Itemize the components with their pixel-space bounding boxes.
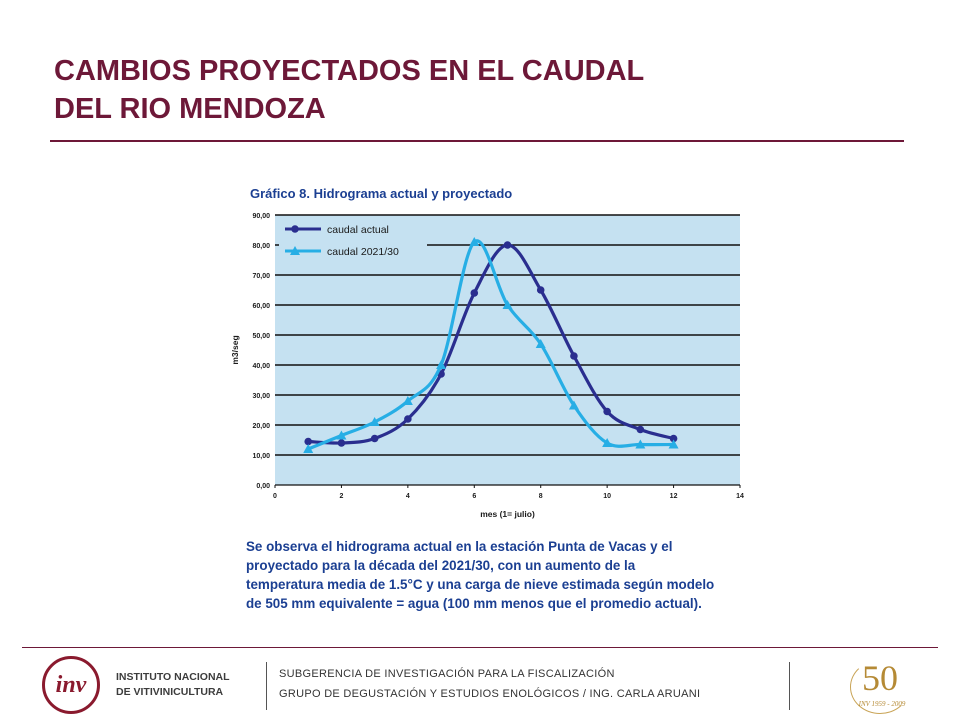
x-tick-label: 10 — [603, 493, 611, 500]
y-tick-label: 60,00 — [252, 303, 270, 310]
series-2-point — [402, 396, 413, 405]
logo-line1: INSTITUTO NACIONAL — [116, 671, 230, 683]
page-title-line1: CAMBIOS PROYECTADOS EN EL CAUDAL — [54, 55, 645, 87]
series-1-point — [503, 241, 512, 249]
anniversary-ring — [850, 660, 910, 714]
footer-divider-line — [22, 647, 938, 648]
series-2-point — [436, 360, 447, 369]
y-tick-label: 30,00 — [252, 393, 270, 400]
legend-marker — [290, 246, 300, 255]
series-1-point — [304, 437, 313, 446]
footer-line1: SUBGERENCIA DE INVESTIGACIÓN PARA LA FIS… — [279, 668, 615, 680]
y-axis-label: m3/seg — [230, 335, 240, 364]
series-2-point — [602, 438, 613, 447]
page-title: CAMBIOS PROYECTADOS EN EL CAUDAL DEL RIO… — [54, 52, 644, 128]
chart-title: Gráfico 8. Hidrograma actual y proyectad… — [250, 186, 513, 201]
footer-line2: GRUPO DE DEGUSTACIÓN Y ESTUDIOS ENOLÓGIC… — [279, 688, 701, 700]
series-2-point — [469, 237, 480, 246]
series-1-point — [404, 415, 412, 423]
inv-logo-text: INSTITUTO NACIONAL DE VITIVINICULTURA — [116, 670, 230, 700]
inv-logo: inv INSTITUTO NACIONAL DE VITIVINICULTUR… — [42, 656, 242, 714]
anniversary-logo: 50 INV 1959 - 2009 — [850, 656, 912, 716]
x-tick-label: 6 — [472, 493, 476, 500]
footer-separator-right — [789, 662, 790, 710]
legend-label: caudal 2021/30 — [327, 246, 399, 258]
series-1-point — [636, 425, 645, 434]
series-2-point — [668, 439, 679, 449]
anniversary-subtitle: INV 1959 - 2009 — [858, 700, 906, 708]
y-tick-label: 90,00 — [252, 213, 270, 220]
y-tick-label: 70,00 — [252, 273, 270, 280]
series-1-point — [536, 286, 545, 294]
footer-separator-left — [266, 662, 267, 710]
legend-box — [279, 217, 427, 261]
chart-canvas: 0,00 10,00 20,00 30,00 40,00 50,00 60,00 70,00 8… — [230, 213, 744, 519]
series-2-point — [502, 300, 513, 309]
series-2-point — [369, 417, 380, 426]
y-tick-label: 20,00 — [252, 423, 270, 430]
series-1-point — [570, 352, 578, 360]
x-tick-label: 4 — [406, 493, 410, 500]
footer-text: SUBGERENCIA DE INVESTIGACIÓN PARA LA FIS… — [279, 664, 700, 704]
legend-label: caudal actual — [327, 224, 389, 236]
chart-caption: Se observa el hidrograma actual en la es… — [246, 539, 715, 611]
series-2-point — [336, 430, 347, 440]
y-tick-label: 50,00 — [252, 333, 270, 340]
x-tick-label: 12 — [670, 493, 678, 500]
title-divider — [50, 140, 904, 142]
x-axis-label: mes (1= julio) — [480, 509, 535, 519]
legend-marker — [291, 225, 299, 233]
y-tick-label: 10,00 — [252, 453, 270, 460]
x-tick-label: 14 — [736, 493, 744, 500]
inv-logo-mark: inv — [42, 656, 100, 714]
y-tick-label: 0,00 — [256, 483, 270, 490]
y-tick-label: 80,00 — [252, 243, 270, 250]
series-2-point — [568, 400, 579, 410]
series-2-point — [635, 439, 646, 449]
series-2-point — [303, 444, 314, 453]
series-1-point — [669, 434, 678, 443]
hydrograph-chart: Gráfico 8. Hidrograma actual y proyectad… — [230, 180, 760, 520]
page-title-line2: DEL RIO MENDOZA — [54, 93, 326, 125]
series-1-point — [337, 439, 346, 447]
logo-line2: DE VITIVINICULTURA — [116, 686, 224, 698]
x-tick-label: 2 — [339, 493, 343, 500]
series-1-point — [603, 407, 611, 416]
series-2-point — [535, 339, 546, 348]
x-tick-label: 8 — [539, 493, 543, 500]
series-1-point — [470, 289, 479, 297]
y-tick-label: 40,00 — [252, 363, 270, 370]
x-tick-label: 0 — [273, 493, 277, 500]
anniversary-number: 50 — [862, 658, 898, 698]
series-1-point — [370, 434, 379, 443]
